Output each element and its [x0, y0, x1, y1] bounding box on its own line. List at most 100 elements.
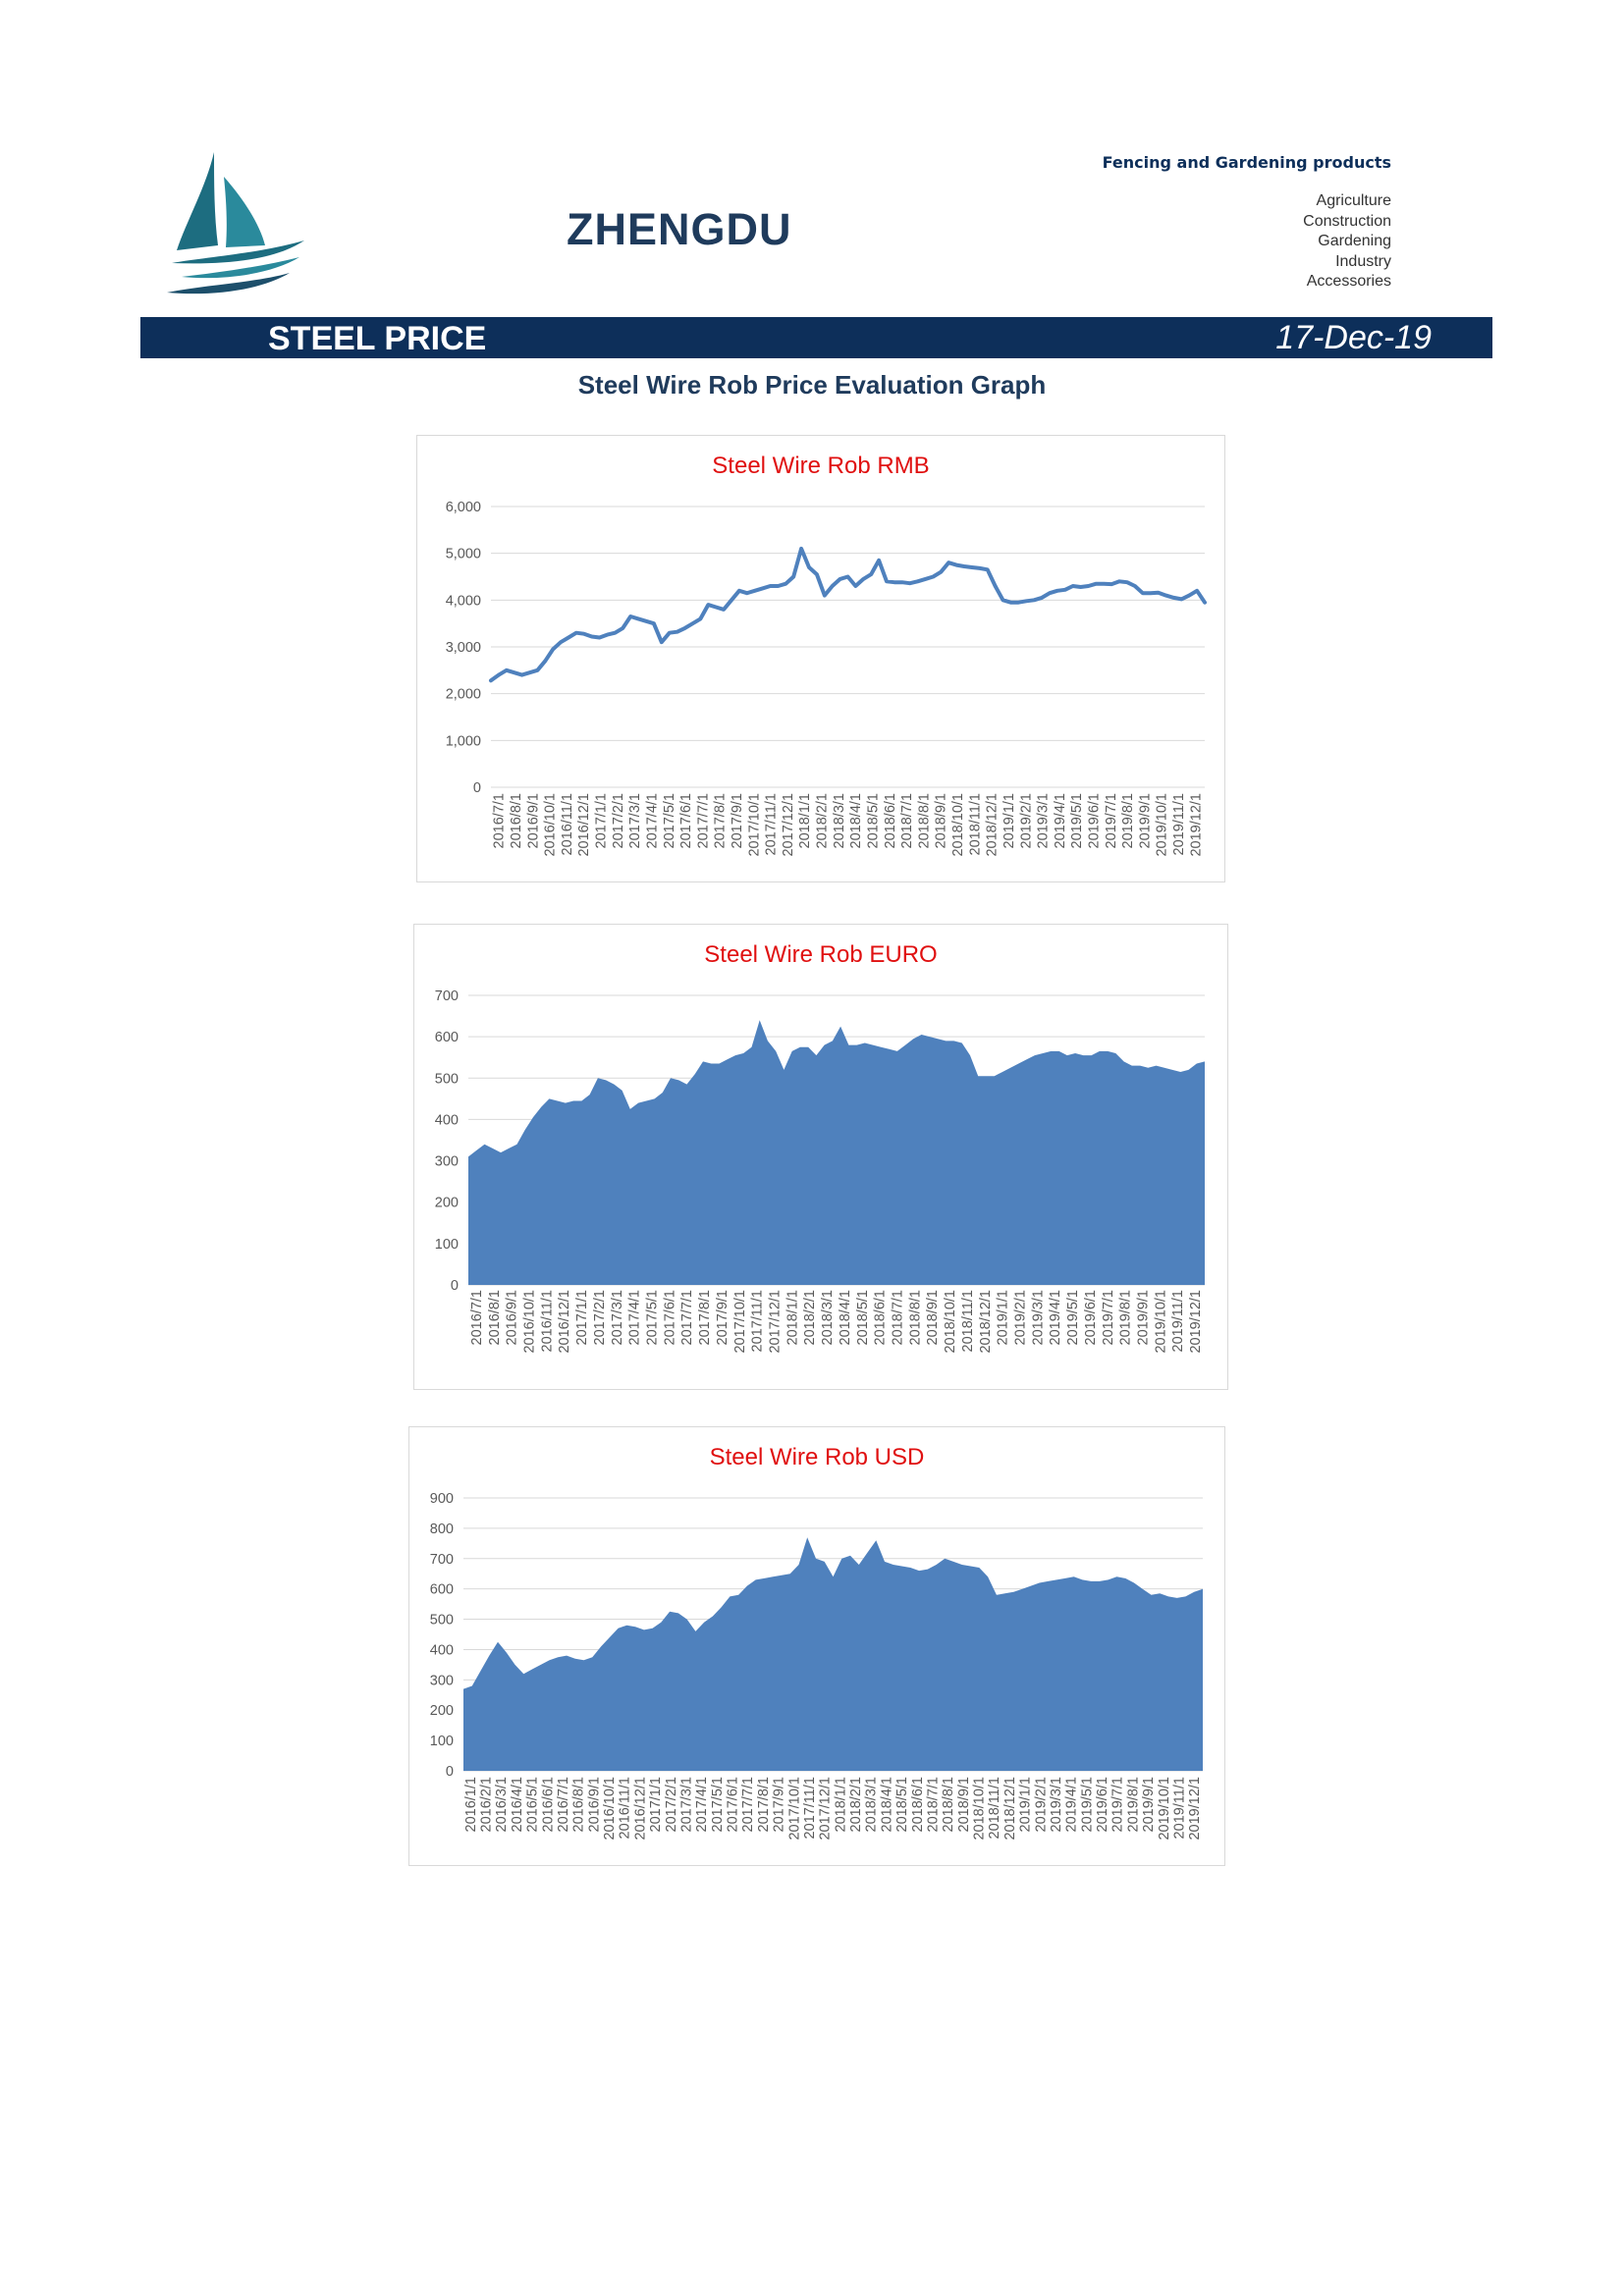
x-tick-label: 2017/1/1: [594, 793, 610, 848]
x-tick-label: 2018/3/1: [832, 793, 847, 848]
x-tick-label: 2017/6/1: [726, 1777, 741, 1832]
chart-usd-svg: Steel Wire Rob USD 0 100 200 300 400 500 600 700…: [430, 1444, 1203, 1841]
y-tick-label: 800: [430, 1522, 454, 1537]
x-tick-label: 2017/5/1: [645, 1290, 661, 1345]
x-tick-label: 2017/4/1: [694, 1777, 710, 1832]
category-item: Agriculture: [1316, 192, 1391, 209]
x-tick-label: 2017/7/1: [679, 1290, 695, 1345]
page-title: Steel Wire Rob Price Evaluation Graph: [577, 370, 1047, 400]
x-tick-label: 2019/6/1: [1095, 1777, 1110, 1832]
x-tick-label: 2018/5/1: [855, 1290, 871, 1345]
chart-title: Steel Wire Rob USD: [710, 1444, 925, 1470]
x-tick-label: 2019/6/1: [1086, 793, 1102, 848]
x-tick-label: 2019/11/1: [1170, 1290, 1186, 1352]
chart-title: Steel Wire Rob RMB: [712, 453, 929, 479]
x-tick-label: 2017/7/1: [695, 793, 711, 848]
x-tick-label: 2019/9/1: [1136, 1290, 1152, 1345]
x-tick-label: 2019/9/1: [1137, 793, 1153, 848]
x-tick-label: 2018/8/1: [941, 1777, 956, 1832]
x-tick-label: 2017/1/1: [574, 1290, 590, 1345]
x-tick-label: 2016/5/1: [525, 1777, 541, 1832]
x-tick-label: 2017/12/1: [818, 1777, 834, 1841]
x-tick-label: 2019/2/1: [1018, 793, 1034, 848]
x-tick-label: 2016/8/1: [509, 793, 524, 848]
x-tick-label: 2019/10/1: [1155, 793, 1170, 857]
x-tick-label: 2017/3/1: [678, 1777, 694, 1832]
x-tick-label: 2017/4/1: [627, 1290, 643, 1345]
chart-rmb-svg: Steel Wire Rob RMB 0 1,000 2,000 3,000 4,000 5…: [446, 453, 1207, 857]
x-tick-label: 2016/12/1: [632, 1777, 648, 1841]
x-tick-label: 2017/5/1: [662, 793, 677, 848]
x-tick-label: 2018/11/1: [967, 793, 983, 855]
x-tick-label: 2019/8/1: [1120, 793, 1136, 848]
y-tick-label: 200: [435, 1196, 459, 1211]
y-tick-label: 0: [451, 1278, 459, 1294]
x-tick-label: 2016/8/1: [487, 1290, 503, 1345]
x-tick-label: 2017/9/1: [715, 1290, 731, 1345]
x-tick-label: 2019/4/1: [1064, 1777, 1080, 1832]
x-tick-label: 2016/10/1: [602, 1777, 618, 1841]
x-tick-label: 2018/10/1: [972, 1777, 988, 1841]
x-tick-label: 2017/2/1: [592, 1290, 608, 1345]
x-tick-label: 2018/7/1: [899, 793, 915, 848]
x-tick-label: 2019/12/1: [1187, 1777, 1203, 1841]
x-tick-label: 2017/9/1: [730, 793, 745, 848]
x-tick-label: 2016/9/1: [586, 1777, 602, 1832]
x-tick-label: 2018/6/1: [883, 793, 898, 848]
x-tick-label: 2019/11/1: [1171, 1777, 1187, 1839]
x-tick-label: 2018/3/1: [864, 1777, 880, 1832]
x-tick-label: 2017/3/1: [627, 793, 643, 848]
x-tick-label: 2019/3/1: [1030, 1290, 1046, 1345]
title-banner: STEEL PRICE 17-Dec-19: [140, 317, 1492, 358]
y-tick-label: 6,000: [446, 500, 481, 515]
x-tick-label: 2016/10/1: [543, 793, 559, 857]
x-tick-label: 2018/9/1: [934, 793, 949, 848]
x-tick-label: 2016/7/1: [469, 1290, 485, 1345]
y-tick-label: 500: [435, 1071, 459, 1087]
area-series: [468, 1020, 1205, 1285]
x-tick-label: 2016/9/1: [525, 793, 541, 848]
y-tick-label: 700: [430, 1552, 454, 1568]
chart-euro-svg: Steel Wire Rob EURO 0 100 200 300 400 500 600 70…: [435, 941, 1205, 1354]
x-tick-label: 2018/1/1: [797, 793, 813, 848]
x-tick-label: 2017/11/1: [802, 1777, 818, 1839]
x-tick-label: 2016/8/1: [571, 1777, 587, 1832]
x-tick-label: 2019/8/1: [1118, 1290, 1134, 1345]
x-tick-label: 2017/8/1: [713, 793, 729, 848]
x-tick-label: 2018/4/1: [879, 1777, 894, 1832]
x-tick-label: 2016/2/1: [479, 1777, 495, 1832]
x-tick-label: 2018/5/1: [865, 793, 881, 848]
category-item: Industry: [1335, 252, 1391, 270]
line-series: [489, 546, 1207, 683]
x-tick-label: 2017/4/1: [644, 793, 660, 848]
x-tick-label: 2016/7/1: [556, 1777, 571, 1832]
x-tick-label: 2018/7/1: [891, 1290, 906, 1345]
x-tick-label: 2018/4/1: [838, 1290, 853, 1345]
x-tick-label: 2017/5/1: [710, 1777, 726, 1832]
x-tick-label: 2018/6/1: [910, 1777, 926, 1832]
y-tick-label: 2,000: [446, 687, 481, 703]
sailboat-logo: [167, 152, 304, 294]
x-tick-label: 2019/4/1: [1053, 793, 1068, 848]
x-tick-label: 2016/11/1: [560, 793, 575, 855]
x-tick-label: 2018/1/1: [833, 1777, 848, 1832]
x-tick-label: 2018/2/1: [848, 1777, 864, 1832]
x-tick-label: 2019/12/1: [1188, 793, 1204, 857]
x-tick-label: 2019/2/1: [1033, 1777, 1049, 1832]
chart-usd: Steel Wire Rob USD 0 100 200 300 400 500 600 700…: [408, 1426, 1225, 1866]
banner-title: STEEL PRICE: [268, 320, 487, 357]
x-tick-label: 2017/12/1: [781, 793, 796, 857]
x-tick-label: 2018/12/1: [978, 1290, 994, 1354]
y-tick-label: 900: [430, 1491, 454, 1507]
x-tick-label: 2019/12/1: [1188, 1290, 1204, 1354]
x-tick-label: 2018/11/1: [960, 1290, 976, 1352]
x-tick-label: 2018/10/1: [943, 1290, 958, 1354]
x-tick-label: 2018/12/1: [985, 793, 1001, 857]
category-item: Gardening: [1318, 233, 1391, 249]
x-tick-label: 2019/7/1: [1104, 793, 1119, 848]
y-tick-label: 100: [435, 1237, 459, 1253]
x-tick-label: 2016/1/1: [463, 1777, 479, 1832]
x-tick-label: 2016/6/1: [540, 1777, 556, 1832]
x-tick-label: 2017/10/1: [786, 1777, 802, 1841]
x-tick-label: 2018/4/1: [848, 793, 864, 848]
